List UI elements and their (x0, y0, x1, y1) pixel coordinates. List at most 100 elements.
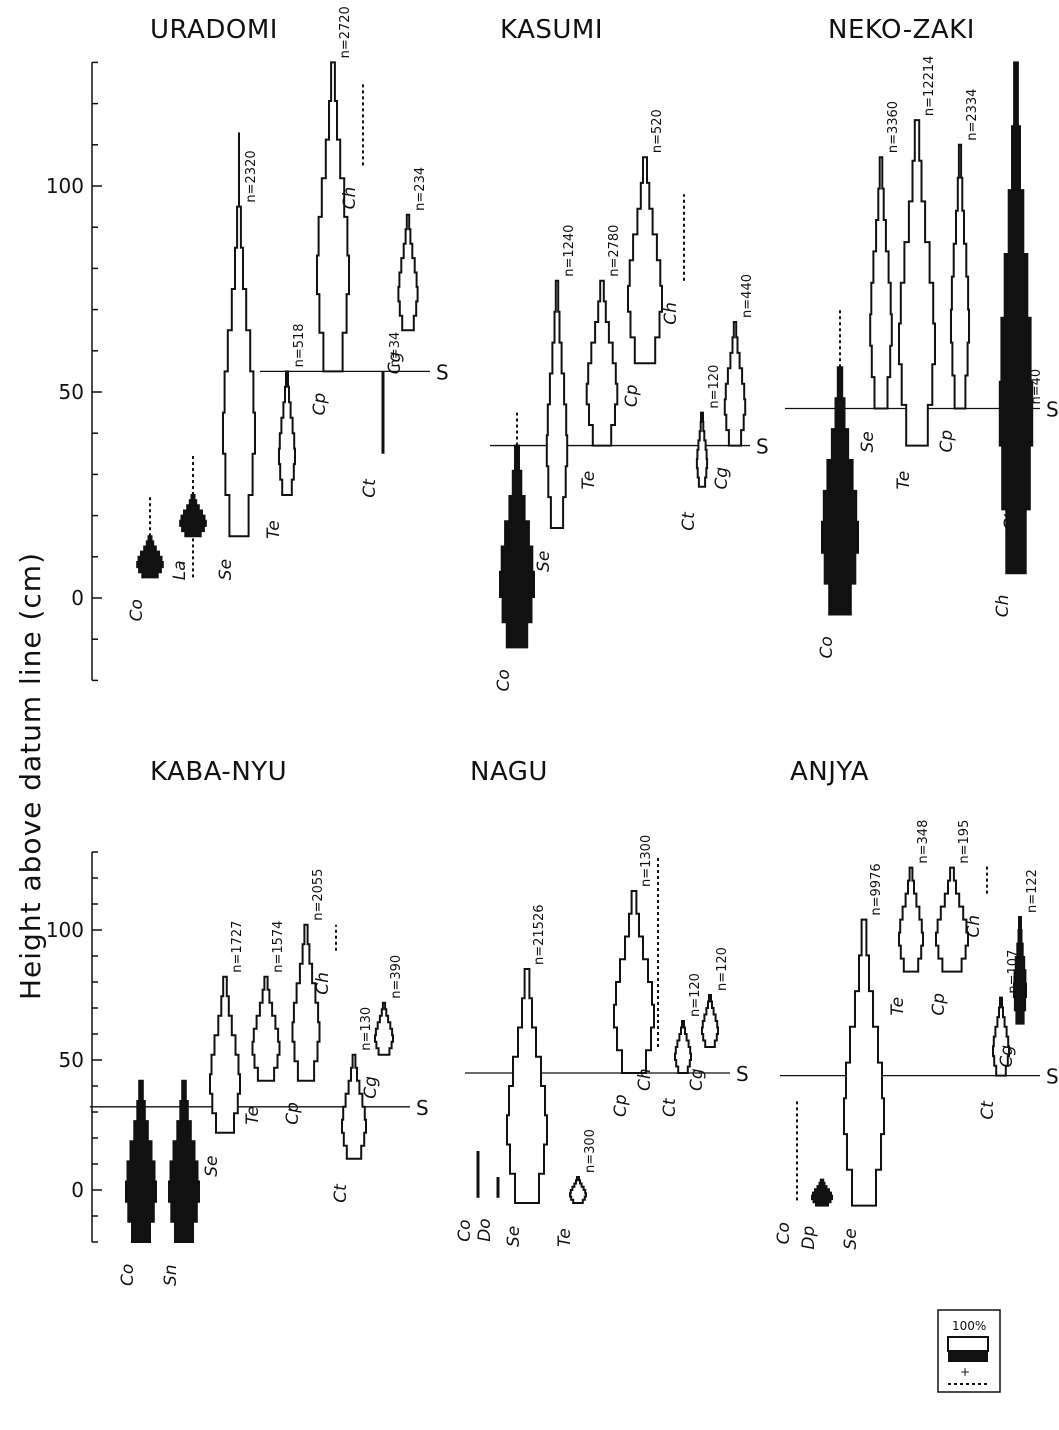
count-label: n=120 (707, 365, 722, 409)
kite-ct: Ct n=130 (331, 1007, 374, 1203)
kite-cg: Cg n=390 (361, 955, 404, 1099)
species-label: Se (534, 551, 554, 572)
shoreline-label: S (756, 435, 769, 459)
kite-shape (998, 61, 1034, 575)
kite-co: Co (817, 309, 859, 658)
species-label: Ct (1001, 511, 1021, 531)
species-label: Sn (161, 1264, 181, 1286)
y-axis: 0 50 100 (46, 851, 102, 1243)
kite-ct: Ct n=120 (679, 365, 722, 531)
species-label: Ct (331, 1183, 351, 1203)
species-label: Ct (660, 1097, 680, 1117)
species-label: Te (264, 520, 284, 539)
species-label: Cg (385, 351, 405, 374)
kite-cg: Cg n=122 (997, 869, 1040, 1068)
kite-ct: Ct n=120 (660, 973, 703, 1117)
kite-shape (251, 975, 281, 1082)
species-label: Te (888, 997, 908, 1016)
panel-title: NEKO-ZAKI (828, 15, 975, 45)
kite-cp: Cp n=520 (622, 109, 665, 407)
species-label: Do (475, 1218, 495, 1242)
count-label: n=1240 (562, 225, 577, 277)
kite-ch: Ch (964, 865, 988, 938)
count-label: n=120 (688, 973, 703, 1017)
species-label: Se (858, 431, 878, 452)
kite-cp: Cp n=2334 (937, 89, 980, 453)
species-label: Cg (361, 1076, 381, 1099)
count-label: n=300 (583, 1129, 598, 1173)
kite-shape (506, 968, 548, 1204)
kite-shape (898, 866, 924, 973)
count-label: n=40 (1029, 369, 1044, 405)
panel-title: URADOMI (150, 15, 278, 45)
y-tick-label: 50 (59, 1048, 84, 1072)
kite-shape (695, 411, 709, 488)
count-label: n=440 (740, 274, 755, 318)
count-label: n=2780 (607, 225, 622, 277)
count-label: n=2055 (311, 869, 326, 921)
kite-shape (278, 370, 296, 496)
kite-se: Se n=3360 (858, 101, 901, 453)
kite-shape (397, 213, 419, 332)
kite-shape (136, 535, 164, 579)
count-label: n=348 (916, 820, 931, 864)
kite-co: Co (494, 412, 535, 691)
species-label: Te (555, 1228, 575, 1247)
kite-ch: Ch (993, 61, 1034, 617)
kite-ch: Ch (340, 83, 364, 210)
kite-cg: Cg n=234 (385, 167, 428, 374)
species-label: Co (817, 636, 837, 658)
species-label: Cg (997, 1045, 1017, 1068)
legend-black-kite (948, 1352, 988, 1362)
species-label: Te (894, 471, 914, 490)
kite-shape (316, 61, 350, 373)
kite-se: Se n=2320 (216, 132, 259, 580)
kite-shape (869, 156, 893, 410)
kite-ct: Ct n=34 (360, 332, 403, 498)
count-label: n=122 (1025, 869, 1040, 913)
kite-co: Co (127, 495, 164, 621)
kite-shape (992, 996, 1010, 1077)
panel-kasumi: KASUMI S Co Se n=1240 Te n=2780 Cp n=520 Ch Ct n=12… (490, 15, 769, 691)
kite-shape (627, 156, 663, 365)
count-label: n=21526 (532, 905, 547, 966)
legend: 100% + (937, 1309, 1001, 1393)
y-tick-label: 100 (46, 174, 84, 198)
species-label: Te (579, 471, 599, 490)
species-label: Co (455, 1220, 475, 1242)
kite-co: Co (774, 1099, 798, 1244)
count-label: n=520 (650, 109, 665, 153)
count-label: n=1727 (230, 921, 245, 973)
panel-kaba-nyu: KABA-NYU 0 50 100 S Co Sn Se n=1727 Te n=1574 Cp n=2… (46, 757, 429, 1286)
count-label: n=9976 (869, 863, 884, 915)
kite-cp: Cp n=2720 (310, 6, 353, 415)
kite-shape (222, 205, 256, 538)
y-tick-label: 50 (59, 380, 84, 404)
kite-cp: Cp n=195 (929, 820, 972, 1016)
y-axis: 0 50 100 (46, 61, 102, 682)
legend-white-kite (947, 1336, 989, 1352)
kite-shape (499, 444, 535, 649)
kite-ch: Ch (661, 194, 685, 325)
count-label: n=1574 (271, 921, 286, 973)
species-label: Cp (310, 393, 330, 416)
panel-title: KABA-NYU (150, 757, 287, 787)
count-label: n=3360 (886, 101, 901, 153)
count-label: n=1300 (639, 835, 654, 887)
count-label: n=120 (715, 947, 730, 991)
kite-sn: Sn (161, 1079, 200, 1286)
kite-shape (843, 918, 885, 1207)
species-label: Se (504, 1226, 524, 1247)
species-label: Ch (635, 1068, 655, 1091)
kite-cg: Cg n=120 (687, 947, 730, 1091)
count-label: n=390 (389, 955, 404, 999)
species-label: Co (494, 669, 514, 691)
kite-shape (569, 1176, 587, 1204)
kite-se: Se n=1240 (534, 225, 577, 572)
panel-neko-zaki: NEKO-ZAKI S Co Se n=3360 Te n=12214 Cp n=2334 Ch C… (785, 15, 1059, 658)
kite-te: Te n=348 (888, 820, 931, 1016)
kite-shape (1013, 916, 1027, 1025)
kite-se: Se n=9976 (841, 863, 885, 1250)
species-label: Ch (340, 187, 360, 210)
